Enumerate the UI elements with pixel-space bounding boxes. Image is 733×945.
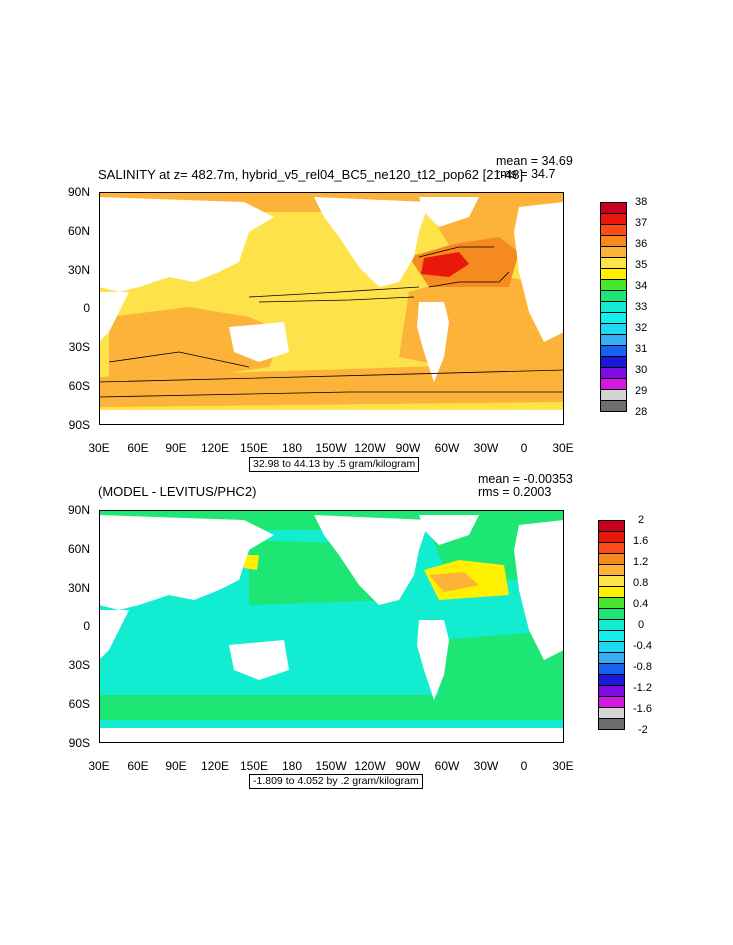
top-contour-lines	[99, 246, 564, 398]
top-lon-label: 120E	[200, 441, 230, 455]
top-lon-label: 30W	[473, 441, 499, 455]
top-colorbar-label: 32	[635, 322, 648, 334]
top-colorbar-label: 34	[635, 280, 648, 292]
top-colorbar-label: 33	[635, 301, 648, 313]
bottom-difference-map	[99, 510, 564, 743]
top-range-note: 32.98 to 44.13 by .5 gram/kilogram	[249, 457, 420, 472]
bottom-rms-text: rms = 0.2003	[478, 485, 552, 499]
top-salinity-map	[99, 192, 564, 425]
bottom-colorbar-label: -2	[638, 724, 648, 736]
bottom-panel-title: (MODEL - LEVITUS/PHC2)	[98, 484, 257, 499]
top-lat-90n: 90N	[67, 185, 90, 199]
bottom-colorbar-label: -1.6	[633, 703, 652, 715]
top-colorbar: 38 37 36 35 34 33 32 31 30 29 28	[600, 197, 660, 418]
bottom-colorbar-label: 2	[638, 514, 645, 526]
bottom-lat-0: 0	[83, 619, 90, 633]
bottom-colorbar-label: -0.4	[633, 640, 652, 652]
bottom-lon-label: 120W	[354, 759, 386, 773]
top-lat-60n: 60N	[67, 224, 90, 238]
top-map-frame	[99, 192, 564, 425]
top-lat-30n: 30N	[67, 263, 90, 277]
bottom-colorbar-label: 1.2	[633, 556, 649, 568]
top-lat-30s: 30S	[68, 340, 90, 354]
bottom-lat-60n: 60N	[67, 542, 90, 556]
bottom-land-masses	[99, 515, 564, 743]
top-colorbar-label: 28	[635, 406, 648, 418]
bottom-lon-label: 120E	[200, 759, 230, 773]
bottom-lat-30s: 30S	[68, 658, 90, 672]
top-lat-0: 0	[83, 301, 90, 315]
top-colorbar-label: 36	[635, 238, 648, 250]
top-lon-label: 120W	[354, 441, 386, 455]
bottom-lat-90s: 90S	[68, 736, 90, 750]
top-lon-label: 60E	[127, 441, 149, 455]
top-lat-60s: 60S	[68, 379, 90, 393]
top-rms-text: rms = 34.7	[496, 167, 556, 181]
bottom-colorbar-label: -0.8	[633, 661, 652, 673]
bottom-colorbar-label: 1.6	[633, 535, 649, 547]
bottom-colorbar-label: -1.2	[633, 682, 652, 694]
top-salinity-max-region	[421, 252, 469, 277]
bottom-range-note: -1.809 to 4.052 by .2 gram/kilogram	[249, 774, 423, 789]
bottom-max-region	[429, 572, 479, 592]
bottom-lon-label: 90E	[165, 759, 187, 773]
bottom-lon-label: 60W	[434, 759, 460, 773]
bottom-map-frame	[99, 510, 564, 743]
top-mean-text: mean = 34.69	[496, 154, 573, 168]
top-colorbar-label: 38	[635, 196, 648, 208]
bottom-lon-label: 0	[520, 759, 528, 773]
bottom-lon-label: 180	[281, 759, 303, 773]
top-lon-label: 90W	[395, 441, 421, 455]
top-lon-label: 180	[281, 441, 303, 455]
bottom-lat-60s: 60S	[68, 697, 90, 711]
top-lon-label: 150E	[239, 441, 269, 455]
bottom-lon-label: 30E	[88, 759, 110, 773]
top-lat-90s: 90S	[68, 418, 90, 432]
bottom-lon-label: 150W	[315, 759, 347, 773]
top-land-masses	[99, 197, 564, 425]
top-lon-label: 90E	[165, 441, 187, 455]
top-colorbar-label: 35	[635, 259, 648, 271]
bottom-lon-label: 30E	[552, 759, 574, 773]
bottom-lat-30n: 30N	[67, 581, 90, 595]
bottom-lon-label: 60E	[127, 759, 149, 773]
top-colorbar-label: 31	[635, 343, 648, 355]
bottom-lon-label: 30W	[473, 759, 499, 773]
top-colorbar-label: 29	[635, 385, 648, 397]
bottom-colorbar-cell	[598, 718, 625, 730]
bottom-colorbar-label: 0.4	[633, 598, 649, 610]
bottom-lon-label: 90W	[395, 759, 421, 773]
bottom-lon-label: 150E	[239, 759, 269, 773]
top-lon-label: 30E	[552, 441, 574, 455]
bottom-mean-text: mean = -0.00353	[478, 472, 573, 486]
bottom-lat-90n: 90N	[67, 503, 90, 517]
top-lon-label: 30E	[88, 441, 110, 455]
top-lon-label: 150W	[315, 441, 347, 455]
bottom-colorbar: 2 1.6 1.2 0.8 0.4 0 -0.4 -0.8 -1.2 -1.6 …	[598, 515, 658, 736]
bottom-colorbar-label: 0.8	[633, 577, 649, 589]
top-colorbar-label: 37	[635, 217, 648, 229]
top-lon-label: 0	[520, 441, 528, 455]
top-lon-label: 60W	[434, 441, 460, 455]
bottom-colorbar-label: 0	[638, 619, 645, 631]
top-colorbar-cell	[600, 400, 627, 412]
top-colorbar-label: 30	[635, 364, 648, 376]
top-panel-title: SALINITY at z= 482.7m, hybrid_v5_rel04_B…	[98, 167, 524, 182]
